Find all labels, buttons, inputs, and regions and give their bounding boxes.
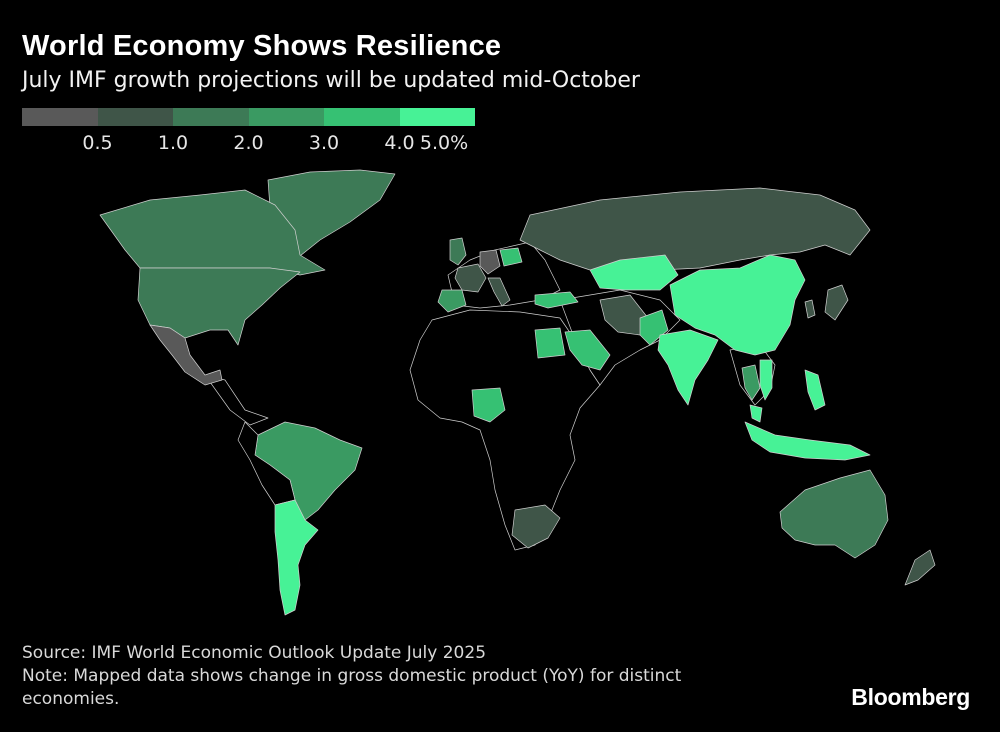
region-nigeria bbox=[471, 387, 506, 423]
legend-swatch-6 bbox=[399, 108, 475, 126]
legend-swatch-2 bbox=[97, 108, 173, 126]
region-argentina bbox=[274, 499, 319, 616]
legend-label: 0.5 bbox=[82, 132, 113, 154]
region-saudi-arabia bbox=[564, 329, 611, 371]
legend-swatch-5 bbox=[324, 108, 400, 126]
region-egypt bbox=[534, 327, 566, 359]
region-turkiye bbox=[534, 291, 579, 309]
legend-label: 4.0 bbox=[384, 132, 415, 154]
region-australia bbox=[779, 469, 889, 559]
footnote: Note: Mapped data shows change in gross … bbox=[22, 666, 682, 709]
region-korea bbox=[804, 299, 816, 319]
region-thailand bbox=[741, 364, 761, 401]
region-japan bbox=[824, 284, 849, 321]
world-map bbox=[99, 169, 936, 616]
region-india bbox=[657, 329, 719, 406]
source-note: Source: IMF World Economic Outlook Updat… bbox=[22, 643, 487, 663]
color-legend bbox=[22, 108, 475, 126]
chart-title: World Economy Shows Resilience bbox=[22, 30, 502, 62]
legend-label: 1.0 bbox=[157, 132, 189, 154]
central-america-landmass bbox=[204, 374, 269, 426]
region-russia bbox=[519, 187, 871, 279]
legend-label: 3.0 bbox=[308, 132, 340, 154]
chart-subtitle: July IMF growth projections will be upda… bbox=[22, 68, 640, 93]
region-italy bbox=[487, 277, 511, 307]
region-new-zealand bbox=[904, 549, 936, 586]
region-indonesia bbox=[744, 421, 871, 461]
region-malaysia bbox=[749, 404, 763, 423]
region-mexico bbox=[149, 324, 223, 386]
legend-label: 5.0% bbox=[419, 132, 469, 154]
region-germany bbox=[479, 249, 501, 275]
region-philippines bbox=[804, 369, 826, 411]
region-united-kingdom bbox=[449, 237, 467, 266]
region-kazakhstan bbox=[589, 254, 679, 291]
region-vietnam bbox=[759, 359, 773, 401]
region-pakistan bbox=[639, 309, 669, 346]
region-south-africa bbox=[511, 504, 561, 549]
region-spain bbox=[437, 289, 467, 313]
legend-label: 2.0 bbox=[233, 132, 264, 154]
legend-swatch-4 bbox=[248, 108, 324, 126]
region-china bbox=[669, 254, 806, 356]
region-poland bbox=[499, 247, 523, 267]
bloomberg-logo: Bloomberg bbox=[851, 684, 970, 710]
legend-swatch-3 bbox=[173, 108, 249, 126]
legend-swatch-1 bbox=[22, 108, 98, 126]
region-france bbox=[454, 263, 487, 293]
legend-labels: 0.5 1.0 2.0 3.0 4.0 5.0% bbox=[22, 132, 475, 156]
